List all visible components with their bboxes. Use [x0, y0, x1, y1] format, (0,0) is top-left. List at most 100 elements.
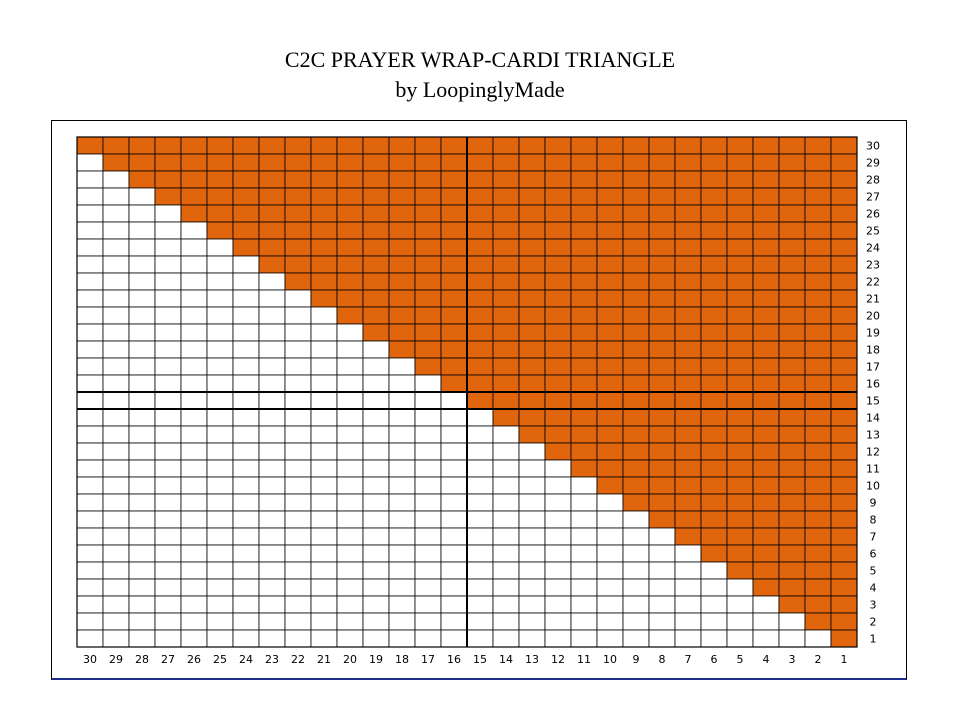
filled-cell: [362, 255, 390, 274]
filled-cell: [492, 272, 520, 291]
empty-cell: [596, 561, 624, 580]
filled-cell: [752, 408, 780, 427]
empty-cell: [492, 612, 520, 631]
filled-cell: [570, 221, 598, 240]
empty-cell: [180, 476, 208, 495]
empty-cell: [206, 527, 234, 546]
empty-cell: [648, 561, 676, 580]
filled-cell: [700, 187, 728, 206]
empty-cell: [466, 408, 494, 427]
filled-cell: [596, 289, 624, 308]
empty-cell: [284, 340, 312, 359]
filled-cell: [752, 476, 780, 495]
empty-cell: [206, 306, 234, 325]
filled-cell: [804, 425, 832, 444]
empty-cell: [518, 476, 546, 495]
filled-cell: [336, 272, 364, 291]
empty-cell: [232, 442, 260, 461]
empty-cell: [128, 391, 156, 410]
filled-cell: [804, 340, 832, 359]
filled-cell: [518, 221, 546, 240]
row-label: 2: [870, 616, 877, 629]
filled-cell: [440, 204, 468, 223]
filled-cell: [466, 323, 494, 342]
filled-cell: [544, 187, 572, 206]
filled-cell: [830, 357, 858, 376]
filled-cell: [752, 187, 780, 206]
filled-cell: [596, 357, 624, 376]
filled-cell: [492, 170, 520, 189]
filled-cell: [596, 221, 624, 240]
filled-cell: [830, 221, 858, 240]
filled-cell: [388, 187, 416, 206]
empty-cell: [544, 527, 572, 546]
empty-cell: [128, 595, 156, 614]
empty-cell: [310, 323, 338, 342]
filled-cell: [778, 340, 806, 359]
filled-cell: [544, 170, 572, 189]
empty-cell: [336, 561, 364, 580]
filled-cell: [804, 153, 832, 172]
row-label: 30: [866, 140, 880, 153]
filled-cell: [570, 391, 598, 410]
empty-cell: [128, 629, 156, 648]
empty-cell: [284, 374, 312, 393]
filled-cell: [830, 544, 858, 563]
filled-cell: [440, 374, 468, 393]
row-label: 13: [866, 429, 880, 442]
empty-cell: [492, 578, 520, 597]
filled-cell: [804, 527, 832, 546]
empty-cell: [362, 510, 390, 529]
filled-cell: [258, 204, 286, 223]
column-label: 22: [291, 653, 305, 666]
empty-cell: [622, 629, 650, 648]
chart-frame: [51, 120, 907, 680]
filled-cell: [778, 289, 806, 308]
empty-cell: [102, 306, 130, 325]
column-label: 24: [239, 653, 253, 666]
empty-cell: [232, 306, 260, 325]
empty-cell: [232, 595, 260, 614]
filled-cell: [362, 289, 390, 308]
empty-cell: [128, 272, 156, 291]
empty-cell: [258, 340, 286, 359]
empty-cell: [180, 289, 208, 308]
empty-cell: [336, 425, 364, 444]
row-label: 23: [866, 259, 880, 272]
filled-cell: [570, 289, 598, 308]
filled-cell: [414, 238, 442, 257]
filled-cell: [622, 493, 650, 512]
filled-cell: [804, 221, 832, 240]
filled-cell: [180, 170, 208, 189]
filled-cell: [466, 374, 494, 393]
filled-cell: [700, 442, 728, 461]
empty-cell: [128, 459, 156, 478]
filled-cell: [726, 544, 754, 563]
empty-cell: [128, 442, 156, 461]
empty-cell: [128, 357, 156, 376]
empty-cell: [310, 561, 338, 580]
empty-cell: [622, 510, 650, 529]
filled-cell: [388, 221, 416, 240]
empty-cell: [284, 629, 312, 648]
filled-cell: [752, 323, 780, 342]
filled-cell: [700, 272, 728, 291]
filled-cell: [518, 425, 546, 444]
empty-cell: [622, 578, 650, 597]
filled-cell: [648, 476, 676, 495]
filled-cell: [830, 255, 858, 274]
empty-cell: [310, 493, 338, 512]
empty-cell: [804, 629, 832, 648]
filled-cell: [440, 323, 468, 342]
filled-cell: [830, 340, 858, 359]
empty-cell: [362, 425, 390, 444]
empty-cell: [76, 238, 104, 257]
column-label: 9: [633, 653, 640, 666]
filled-cell: [700, 306, 728, 325]
filled-cell: [596, 255, 624, 274]
filled-cell: [466, 289, 494, 308]
empty-cell: [752, 629, 780, 648]
empty-cell: [180, 238, 208, 257]
filled-cell: [154, 136, 182, 155]
filled-cell: [830, 612, 858, 631]
